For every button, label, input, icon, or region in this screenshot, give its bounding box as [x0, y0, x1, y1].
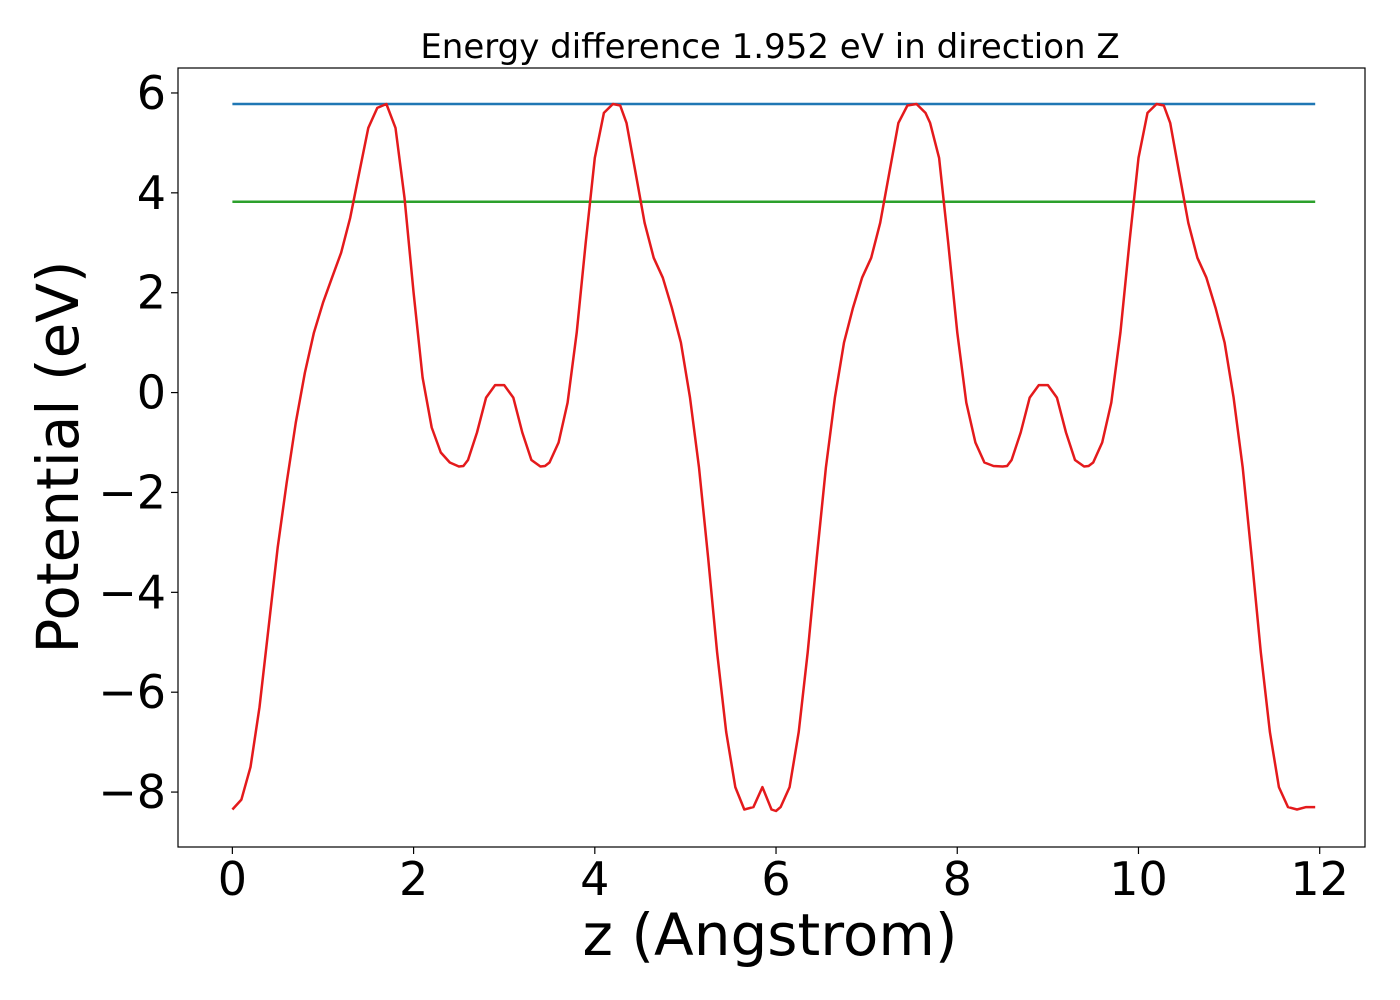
x-axis-label: z (Angstrom) [583, 901, 958, 969]
x-tick-label: 10 [1109, 852, 1168, 906]
y-tick-label: −6 [98, 665, 166, 719]
series-line-3 [231, 102, 1316, 813]
y-tick-label: 2 [137, 266, 166, 320]
y-tick-label: 4 [137, 166, 166, 220]
y-tick-label: 6 [137, 66, 166, 120]
y-tick-label: −4 [98, 565, 166, 619]
x-axis: 0 2 4 6 8 10 12 [218, 847, 1349, 906]
y-tick-label: −2 [98, 465, 166, 519]
plot-frame [177, 67, 1366, 848]
y-axis: 6 4 2 0 −2 −4 −6 −8 [98, 66, 178, 819]
x-tick-label: 8 [943, 852, 972, 906]
x-tick-label: 6 [761, 852, 790, 906]
y-axis-label: Potential (eV) [24, 260, 92, 653]
x-tick-label: 12 [1290, 852, 1349, 906]
x-tick-label: 4 [580, 852, 609, 906]
chart-title: Energy difference 1.952 eV in direction … [420, 27, 1119, 67]
x-tick-label: 0 [218, 852, 247, 906]
plot-area [231, 102, 1316, 813]
y-tick-label: 0 [137, 366, 166, 420]
y-tick-label: −8 [98, 765, 166, 819]
x-tick-label: 2 [399, 852, 428, 906]
